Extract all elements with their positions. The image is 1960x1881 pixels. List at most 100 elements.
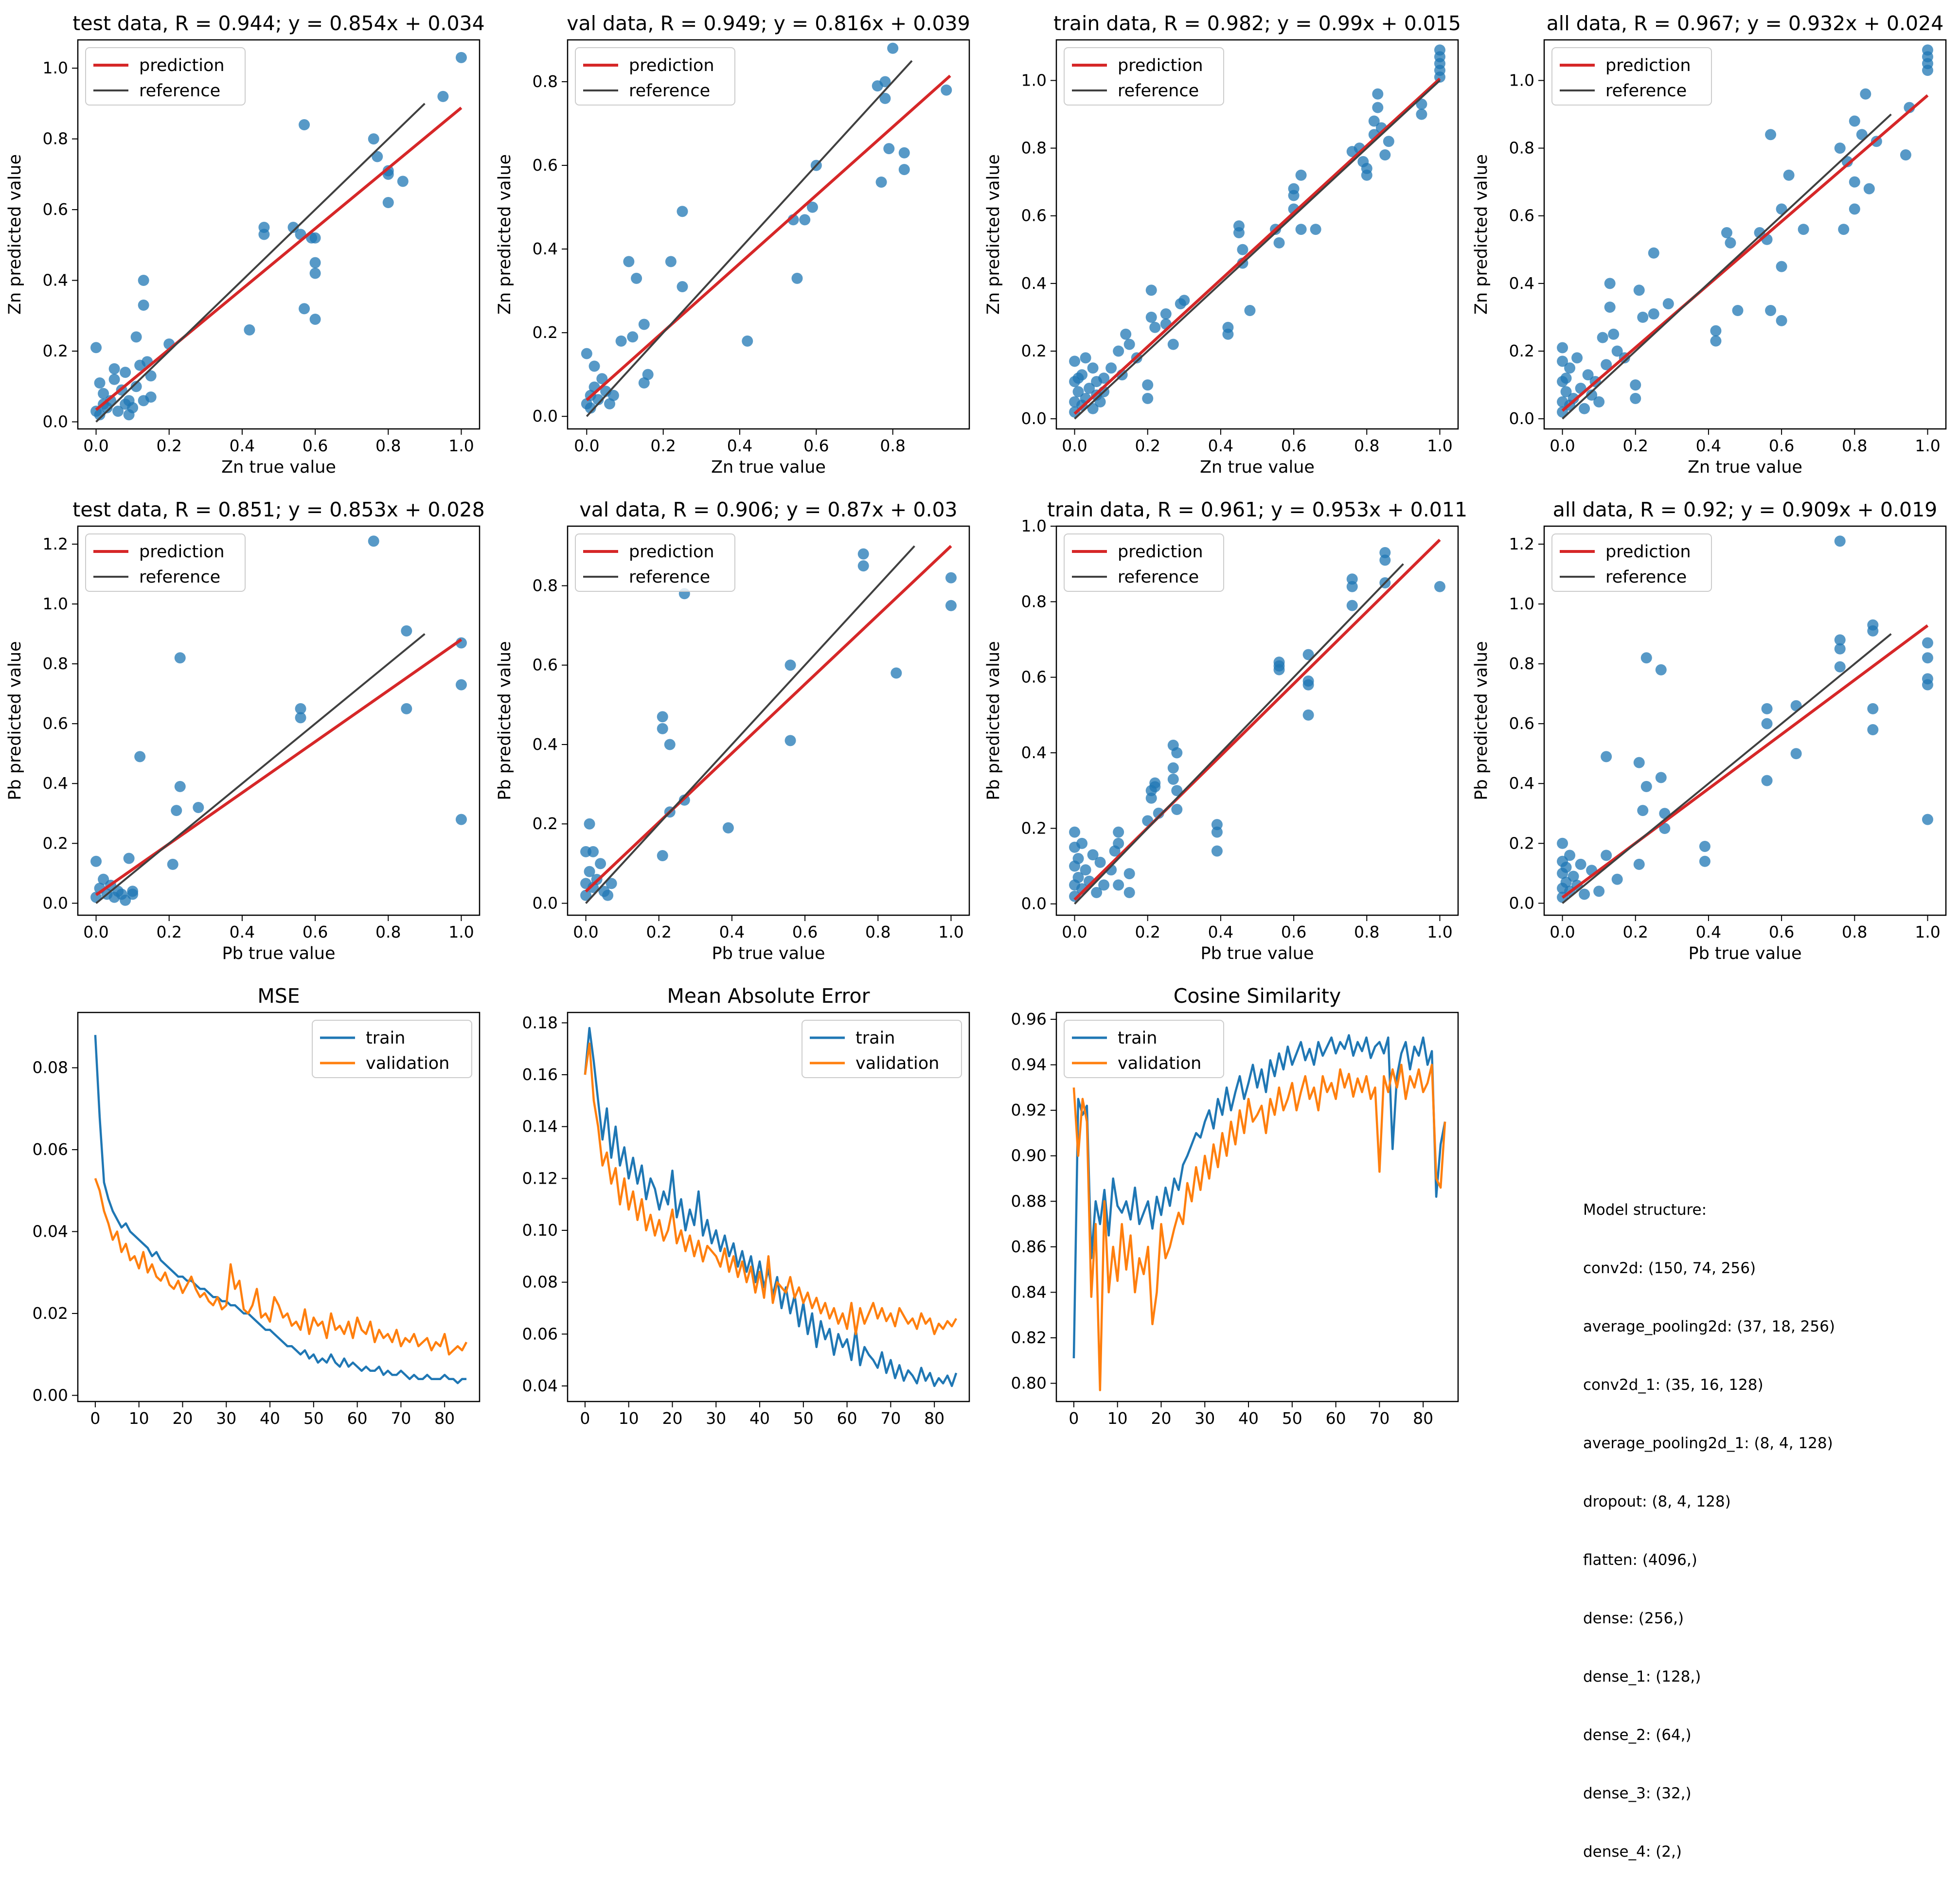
data-point bbox=[299, 119, 310, 131]
data-point bbox=[1761, 718, 1773, 729]
legend-label-train: train bbox=[1118, 1029, 1157, 1048]
y-tick-label: 0.6 bbox=[1021, 206, 1047, 225]
data-point bbox=[1601, 359, 1612, 371]
series-line-train bbox=[94, 1035, 467, 1384]
x-tick-label: 1.0 bbox=[448, 923, 474, 941]
data-point bbox=[1593, 396, 1605, 408]
data-point bbox=[1699, 855, 1711, 867]
data-point bbox=[94, 377, 106, 389]
y-tick-label: 0.6 bbox=[533, 156, 558, 175]
data-point bbox=[1098, 879, 1110, 891]
data-point bbox=[595, 858, 606, 870]
y-tick-label: 1.2 bbox=[43, 534, 68, 553]
legend-label-prediction: prediction bbox=[1605, 56, 1691, 75]
x-tick-label: 0.6 bbox=[1281, 923, 1306, 941]
chart-zn-all: prediction reference 0.0 0.2 0.4 0.6 0.8 1.0 0.0… bbox=[1472, 12, 1947, 477]
data-point bbox=[138, 299, 149, 311]
data-point bbox=[1922, 814, 1933, 825]
data-point bbox=[127, 402, 139, 413]
reference-line bbox=[1074, 80, 1441, 420]
y-tick-label: 0.2 bbox=[533, 814, 558, 833]
data-point bbox=[1922, 637, 1933, 649]
data-point bbox=[784, 735, 796, 746]
y-tick-label: 0.2 bbox=[43, 834, 68, 852]
data-point bbox=[1867, 703, 1879, 714]
x-tick-label: 0 bbox=[1069, 1409, 1079, 1428]
data-point bbox=[1167, 338, 1179, 350]
y-tick-label: 0.8 bbox=[1021, 139, 1047, 158]
y-tick-label: 0.2 bbox=[1509, 341, 1534, 360]
data-point bbox=[1608, 328, 1620, 340]
data-point bbox=[642, 369, 654, 380]
legend-label-validation: validation bbox=[366, 1054, 449, 1073]
y-axis-label: Zn predicted value bbox=[984, 154, 1003, 315]
data-point bbox=[1346, 581, 1358, 592]
y-tick-label: 0.04 bbox=[522, 1376, 558, 1395]
data-point bbox=[1379, 554, 1391, 566]
chart-title: Mean Absolute Error bbox=[667, 984, 870, 1008]
x-tick-label: 0 bbox=[90, 1409, 100, 1428]
data-point bbox=[455, 52, 467, 63]
data-point bbox=[130, 331, 142, 343]
data-point bbox=[437, 90, 449, 102]
data-point bbox=[1662, 298, 1674, 310]
chart-title: all data, R = 0.967; y = 0.932x + 0.024 bbox=[1547, 12, 1944, 35]
data-point bbox=[1098, 373, 1110, 384]
y-tick-label: 0.0 bbox=[1021, 894, 1047, 913]
data-point bbox=[368, 535, 379, 547]
legend-label-reference: reference bbox=[139, 81, 220, 101]
data-point bbox=[1601, 751, 1612, 763]
data-point bbox=[1560, 373, 1572, 384]
reference-line bbox=[1562, 113, 1892, 420]
x-tick-label: 0.0 bbox=[1550, 436, 1575, 455]
chart-zn-train: prediction reference 0.0 0.2 0.4 0.6 0.8 1.0 0.0… bbox=[984, 12, 1461, 477]
data-point bbox=[1178, 295, 1190, 306]
x-tick-label: 0.2 bbox=[1622, 436, 1648, 455]
axes-frame bbox=[1055, 39, 1459, 430]
data-point bbox=[1302, 709, 1314, 721]
data-point bbox=[1295, 169, 1307, 181]
reference-line bbox=[585, 545, 915, 904]
model-layer-line: dense_1: (128,) bbox=[1583, 1668, 1701, 1686]
data-point bbox=[309, 232, 321, 244]
data-point bbox=[94, 409, 106, 421]
x-tick-label: 50 bbox=[1282, 1409, 1302, 1428]
data-point bbox=[1142, 392, 1154, 404]
prediction-line bbox=[95, 106, 463, 411]
legend-label-validation: validation bbox=[1118, 1054, 1201, 1073]
y-tick-label: 0.2 bbox=[43, 341, 68, 360]
y-tick-label: 0.8 bbox=[43, 654, 68, 673]
x-tick-label: 60 bbox=[347, 1409, 368, 1428]
data-point bbox=[1922, 44, 1933, 56]
data-point bbox=[1120, 328, 1132, 340]
data-point bbox=[455, 679, 467, 691]
data-point bbox=[1648, 308, 1659, 319]
legend-label-prediction: prediction bbox=[1605, 542, 1691, 562]
x-tick-label: 60 bbox=[1326, 1409, 1346, 1428]
data-point bbox=[1069, 355, 1081, 367]
figure-canvas: prediction reference 0.0 0.2 0.4 0.6 0.8 1.0 0.0… bbox=[5, 12, 1947, 1428]
data-point bbox=[1633, 284, 1645, 296]
x-axis-label: Pb true value bbox=[1200, 944, 1314, 963]
data-point bbox=[664, 739, 676, 750]
y-tick-label: 0.0 bbox=[1021, 409, 1047, 428]
y-axis-label: Zn predicted value bbox=[1472, 154, 1491, 315]
data-point bbox=[1273, 237, 1285, 248]
data-point bbox=[1222, 321, 1234, 333]
y-tick-label: 0.6 bbox=[43, 714, 68, 733]
y-tick-label: 0.82 bbox=[1011, 1328, 1047, 1347]
y-tick-label: 0.4 bbox=[1509, 774, 1534, 793]
y-axis-label: Pb predicted value bbox=[984, 641, 1003, 800]
data-point bbox=[945, 572, 957, 584]
plot-area bbox=[1557, 44, 1933, 420]
data-point bbox=[898, 164, 910, 176]
chart-title: val data, R = 0.949; y = 0.816x + 0.039 bbox=[567, 12, 970, 35]
y-tick-label: 0.18 bbox=[522, 1013, 558, 1032]
data-point bbox=[581, 348, 592, 359]
data-point bbox=[1637, 805, 1649, 816]
chart-title: all data, R = 0.92; y = 0.909x + 0.019 bbox=[1553, 498, 1938, 521]
data-point bbox=[1076, 837, 1088, 849]
x-axis-label: Zn true value bbox=[1688, 458, 1802, 477]
data-point bbox=[1754, 227, 1765, 239]
y-tick-label: 1.0 bbox=[43, 58, 68, 77]
